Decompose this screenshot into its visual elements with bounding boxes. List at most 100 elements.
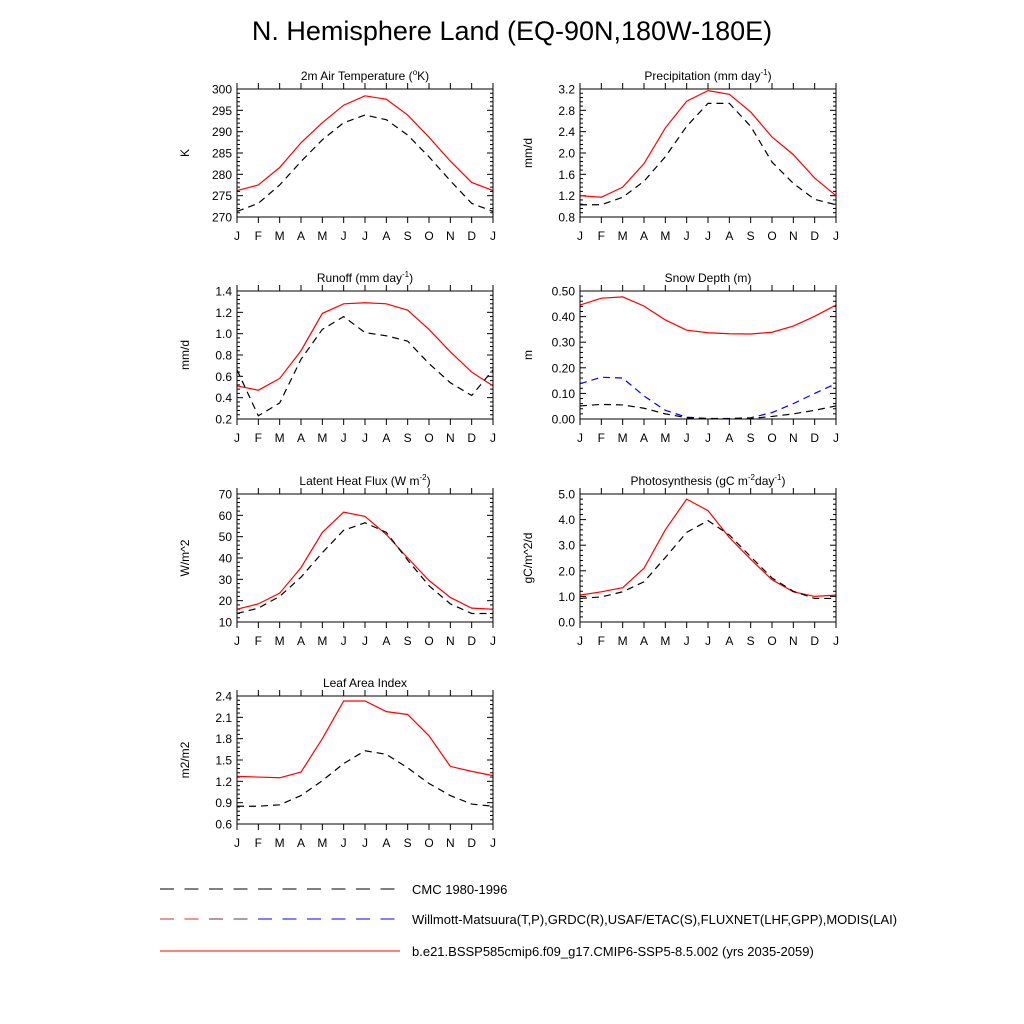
series-line-model xyxy=(236,700,494,779)
x-tick-label: D xyxy=(467,431,476,445)
x-tick-label: N xyxy=(446,634,455,648)
series-line-obs xyxy=(236,315,494,417)
y-tick-label: 280 xyxy=(212,168,232,182)
x-tick-label: F xyxy=(255,634,262,648)
legend-item: CMC 1980-1996 xyxy=(160,882,507,897)
y-tick-label: 1.0 xyxy=(558,590,575,604)
x-tick-label: O xyxy=(424,634,433,648)
y-tick-label: 1.0 xyxy=(215,327,232,341)
x-tick-label: D xyxy=(810,431,819,445)
series-line-obs xyxy=(236,114,494,213)
y-tick-label: 0.9 xyxy=(215,796,232,810)
x-tick-label: J xyxy=(341,431,347,445)
x-tick-label: J xyxy=(234,431,240,445)
x-tick-label: M xyxy=(317,634,327,648)
y-tick-label: 10 xyxy=(219,616,233,630)
y-tick-label: 0.30 xyxy=(552,336,576,350)
y-tick-label: 0.2 xyxy=(215,413,232,427)
x-tick-label: J xyxy=(362,634,368,648)
y-tick-label: 1.5 xyxy=(215,754,232,768)
x-tick-label: J xyxy=(833,431,839,445)
x-tick-label: M xyxy=(618,634,628,648)
y-axis-label: K xyxy=(178,149,192,157)
y-tick-label: 4.0 xyxy=(558,513,575,527)
y-axis-label: mm/d xyxy=(521,138,535,168)
x-tick-label: N xyxy=(789,431,798,445)
x-tick-label: S xyxy=(747,431,755,445)
y-tick-label: 40 xyxy=(219,552,233,566)
y-tick-label: 295 xyxy=(212,104,232,118)
x-tick-label: S xyxy=(747,229,755,243)
series-line-obs xyxy=(237,750,494,807)
x-tick-label: D xyxy=(810,634,819,648)
y-tick-label: 50 xyxy=(219,530,233,544)
x-tick-label: M xyxy=(275,634,285,648)
x-tick-label: J xyxy=(341,836,347,850)
x-tick-label: J xyxy=(234,229,240,243)
x-tick-label: J xyxy=(833,229,839,243)
x-tick-label: O xyxy=(767,229,776,243)
y-tick-label: 1.8 xyxy=(215,732,232,746)
y-tick-label: 70 xyxy=(219,488,233,502)
x-tick-label: J xyxy=(341,634,347,648)
plot-frame xyxy=(579,493,837,623)
legend-label: b.e21.BSSP585cmip6.f09_g17.CMIP6-SSP5-8.… xyxy=(412,944,814,959)
x-tick-label: F xyxy=(598,431,605,445)
x-tick-label: J xyxy=(684,229,690,243)
x-tick-label: D xyxy=(810,229,819,243)
x-tick-label: O xyxy=(767,431,776,445)
plot-frame xyxy=(236,290,494,420)
x-tick-label: M xyxy=(275,431,285,445)
x-tick-label: A xyxy=(382,836,390,850)
x-tick-label: A xyxy=(297,229,305,243)
y-tick-label: 3.2 xyxy=(558,83,575,97)
x-tick-label: A xyxy=(382,431,390,445)
y-tick-label: 290 xyxy=(212,125,232,139)
y-tick-label: 0.50 xyxy=(552,285,576,299)
x-tick-label: A xyxy=(640,229,648,243)
y-axis-label: W/m^2 xyxy=(178,539,192,576)
x-tick-label: A xyxy=(725,431,733,445)
x-tick-label: J xyxy=(234,836,240,850)
panel-title: Snow Depth (m) xyxy=(665,271,752,285)
y-tick-label: 0.10 xyxy=(552,387,576,401)
panel-title: Leaf Area Index xyxy=(323,676,407,690)
x-tick-label: O xyxy=(424,836,433,850)
plot-frame xyxy=(579,88,837,218)
series-line-model xyxy=(579,296,837,335)
y-tick-label: 2.0 xyxy=(558,147,575,161)
x-tick-label: M xyxy=(317,836,327,850)
series-line-obs xyxy=(236,522,493,615)
panel-4: Snow Depth (m) m 0.00 0.10 0.20 0.30 0.40 0.50 J… xyxy=(521,271,839,445)
x-tick-label: J xyxy=(490,229,496,243)
y-tick-label: 30 xyxy=(219,573,233,587)
y-tick-label: 1.2 xyxy=(215,775,232,789)
y-tick-label: 285 xyxy=(212,147,232,161)
series-line-obs xyxy=(579,403,837,420)
series-line-model xyxy=(236,95,494,192)
x-tick-label: J xyxy=(577,634,583,648)
x-tick-label: S xyxy=(404,229,412,243)
y-tick-label: 0.8 xyxy=(558,211,575,225)
x-tick-label: M xyxy=(660,431,670,445)
y-tick-label: 275 xyxy=(212,189,232,203)
x-tick-label: J xyxy=(490,836,496,850)
x-tick-label: S xyxy=(404,634,412,648)
x-tick-label: M xyxy=(275,836,285,850)
x-tick-label: J xyxy=(362,836,368,850)
panel-6: Photosynthesis (gC m-2day-1) gC/m^2/d 0.0 1… xyxy=(521,473,839,648)
y-tick-label: 1.2 xyxy=(558,189,575,203)
x-tick-label: F xyxy=(255,229,262,243)
x-tick-label: S xyxy=(747,634,755,648)
y-tick-label: 2.4 xyxy=(558,125,575,139)
x-tick-label: J xyxy=(577,431,583,445)
series-line-model xyxy=(579,89,837,198)
x-tick-label: J xyxy=(341,229,347,243)
panel-5: Latent Heat Flux (W m-2) W/m^2 10 20 30 40 50 6… xyxy=(178,473,496,648)
panel-7: Leaf Area Index m2/m2 0.6 0.9 1.2 1.5 1.8 2.1 2.… xyxy=(178,676,496,850)
x-tick-label: F xyxy=(598,229,605,243)
series-line-obs_alt xyxy=(579,376,837,420)
x-tick-label: A xyxy=(297,634,305,648)
x-tick-label: M xyxy=(618,431,628,445)
x-tick-label: S xyxy=(404,431,412,445)
